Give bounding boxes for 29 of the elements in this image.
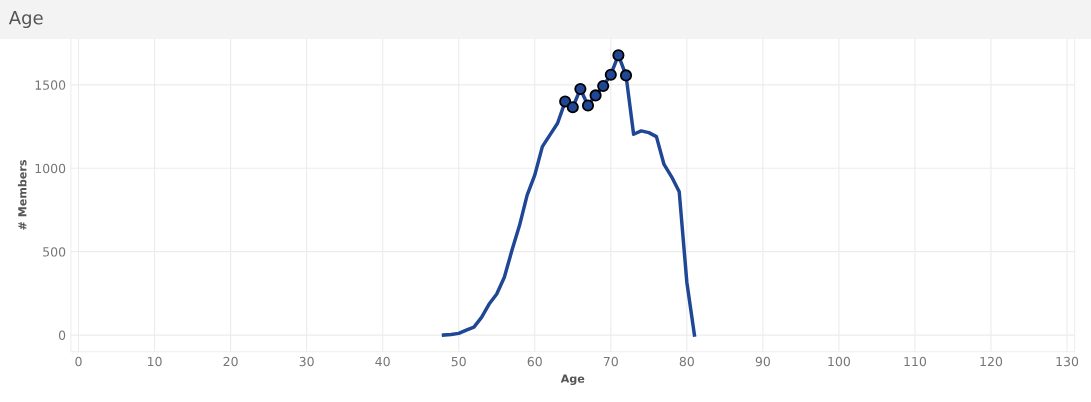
point	[581, 99, 595, 112]
point	[589, 89, 602, 102]
x-tick-label: 50	[451, 356, 466, 367]
x-tick-label: 10	[147, 356, 162, 367]
x-tick-label: 100	[828, 356, 851, 367]
point	[612, 49, 625, 62]
x-tick-label: 90	[755, 356, 770, 367]
point	[574, 83, 587, 96]
point	[619, 69, 633, 82]
x-axis-title: Age	[560, 374, 585, 386]
y-tick-label: 1500	[35, 80, 66, 90]
point	[604, 68, 617, 81]
x-tick-label: 120	[980, 356, 1003, 367]
y-tick-label: 0	[58, 330, 66, 340]
x-tick-label: 80	[679, 356, 694, 367]
x-tick-label: 40	[375, 356, 390, 367]
point	[597, 80, 610, 93]
x-tick-label: 0	[75, 356, 82, 367]
point	[566, 101, 579, 114]
x-tick-label: 30	[299, 356, 314, 367]
x-tick-label: 110	[904, 356, 927, 367]
y-tick-label: 500	[43, 247, 66, 257]
x-tick-label: 60	[527, 356, 542, 367]
y-axis-title: # Members	[17, 160, 27, 230]
x-tick-label: 20	[223, 356, 238, 367]
y-tick-label: 1000	[35, 163, 66, 174]
x-tick-label: 130	[1056, 356, 1079, 367]
chart-title: Age	[8, 11, 43, 29]
x-tick-label: 70	[603, 356, 618, 367]
